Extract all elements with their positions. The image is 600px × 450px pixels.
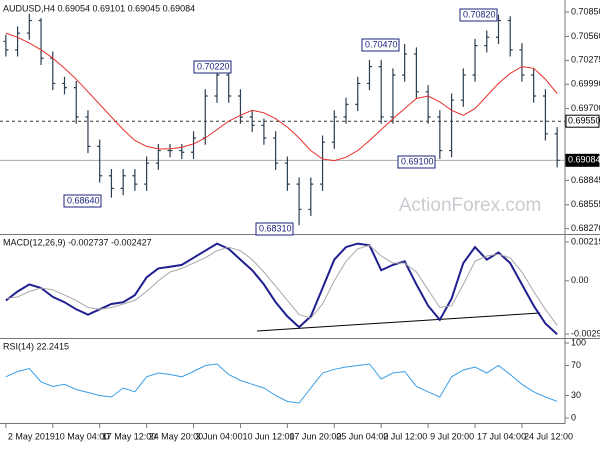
- x-tick-label: 3 Jun 04:00: [196, 431, 243, 441]
- ohlc-bar: [507, 16, 513, 57]
- ohlc-bar: [531, 68, 537, 103]
- price-annotation: 0.68310: [259, 223, 292, 233]
- x-tick-label: 17 May 12:00: [102, 431, 157, 441]
- ohlc-bar: [237, 89, 243, 124]
- ohlc-bar: [460, 68, 466, 107]
- ohlc-bar: [62, 76, 68, 95]
- y-tick-label: 0.68555: [571, 199, 600, 209]
- ohlc-bar: [284, 156, 290, 191]
- ohlc-bar: [273, 131, 279, 170]
- ohlc-bar: [472, 38, 478, 82]
- price-annotation: 0.70820: [463, 9, 496, 19]
- x-tick-label: 24 Jul 12:00: [524, 431, 573, 441]
- ohlc-bar: [355, 76, 361, 112]
- ohlc-bar: [519, 43, 525, 82]
- ohlc-bar: [261, 118, 267, 145]
- ohlc-bar: [320, 135, 326, 191]
- price-annotation: 0.70470: [365, 39, 398, 49]
- x-tick-label: 10 May 04:00: [55, 431, 110, 441]
- price-annotation: 0.70220: [197, 61, 230, 71]
- price-annotation: 0.68640: [67, 195, 100, 205]
- watermark: ActionForex.com: [399, 195, 542, 216]
- ohlc-bar: [308, 177, 314, 217]
- ohlc-bar: [120, 169, 126, 196]
- price-annotation-box: [255, 222, 294, 236]
- signal-line: [5, 244, 558, 326]
- ohlc-bar: [495, 14, 501, 44]
- x-tick-label: 2 Jul 12:00: [383, 431, 427, 441]
- ohlc-bar: [484, 30, 490, 53]
- ohlc-bar: [38, 17, 44, 65]
- macd-title: MACD(12,26,9) -0.002737 -0.002427: [3, 237, 152, 247]
- rsi-title: RSI(14) 22.2415: [3, 341, 69, 351]
- x-tick-label: 17 Jun 20:00: [289, 431, 341, 441]
- ohlc-bar: [191, 131, 197, 159]
- ohlc-bar: [425, 85, 431, 124]
- x-tick-label: 17 Jul 04:00: [477, 431, 526, 441]
- price-level-box: [565, 153, 600, 167]
- price-annotation-box: [63, 194, 102, 208]
- price-title: AUDUSD,H4 0.69054 0.69101 0.69045 0.6908…: [3, 3, 195, 13]
- price-annotation-box: [459, 8, 498, 22]
- ohlc-bar: [296, 177, 302, 226]
- ohlc-bar: [413, 47, 419, 99]
- y-tick-label: -0.002993: [571, 328, 600, 338]
- ohlc-bar: [226, 68, 232, 103]
- price-annotation-box: [361, 38, 400, 52]
- ohlc-bar: [26, 13, 32, 40]
- moving-average: [5, 32, 558, 162]
- ohlc-bar: [15, 26, 21, 57]
- x-tick-label: 10 Jun 12:00: [242, 431, 294, 441]
- price-level-label: 0.69084: [568, 155, 600, 165]
- ohlc-bar: [366, 59, 372, 91]
- x-tick-label: 25 Jun 04:00: [336, 431, 388, 441]
- ohlc-bar: [97, 139, 103, 183]
- ohlc-bar: [554, 127, 560, 168]
- ohlc-bar: [249, 110, 255, 133]
- ohlc-bar: [132, 169, 138, 191]
- price-level-label: 0.69550: [568, 116, 600, 126]
- ohlc-bar: [542, 89, 548, 141]
- x-tick-label: 2 May 2019: [8, 431, 55, 441]
- y-tick-label: 70: [571, 360, 581, 370]
- macd-line: [5, 242, 558, 335]
- ohlc-bar: [331, 110, 337, 149]
- x-tick-label: 24 May 20:00: [149, 431, 204, 441]
- price-level-box: [565, 114, 600, 128]
- ohlc-bar: [85, 110, 91, 154]
- rsi-line: [5, 363, 558, 404]
- macd-trendline: [256, 312, 541, 332]
- price-annotation-box: [193, 60, 232, 74]
- ohlc-bar: [437, 110, 443, 159]
- ohlc-bar: [73, 80, 79, 124]
- ohlc-bar: [144, 156, 150, 191]
- ohlc-bar: [390, 68, 396, 124]
- ohlc-bar: [108, 169, 114, 198]
- price-annotation: 0.69100: [401, 156, 434, 166]
- price-annotation-box: [397, 155, 436, 169]
- x-tick-label: 9 Jul 20:00: [430, 431, 474, 441]
- y-tick-label: 0.002191: [571, 236, 600, 246]
- y-tick-label: 0.00: [571, 275, 589, 285]
- y-tick-label: 0.70275: [571, 55, 600, 65]
- ohlc-bar: [167, 143, 173, 158]
- y-tick-label: 0.68845: [571, 175, 600, 185]
- ohlc-bar: [402, 43, 408, 82]
- ohlc-bar: [179, 143, 185, 159]
- ohlc-bar: [449, 93, 455, 158]
- ohlc-bar: [378, 59, 384, 124]
- ohlc-bar: [343, 97, 349, 124]
- ohlc-bar: [3, 34, 9, 57]
- y-tick-label: 100: [571, 337, 586, 347]
- ohlc-bar: [155, 143, 161, 170]
- y-tick-label: 0: [571, 412, 576, 422]
- y-tick-label: 30: [571, 390, 581, 400]
